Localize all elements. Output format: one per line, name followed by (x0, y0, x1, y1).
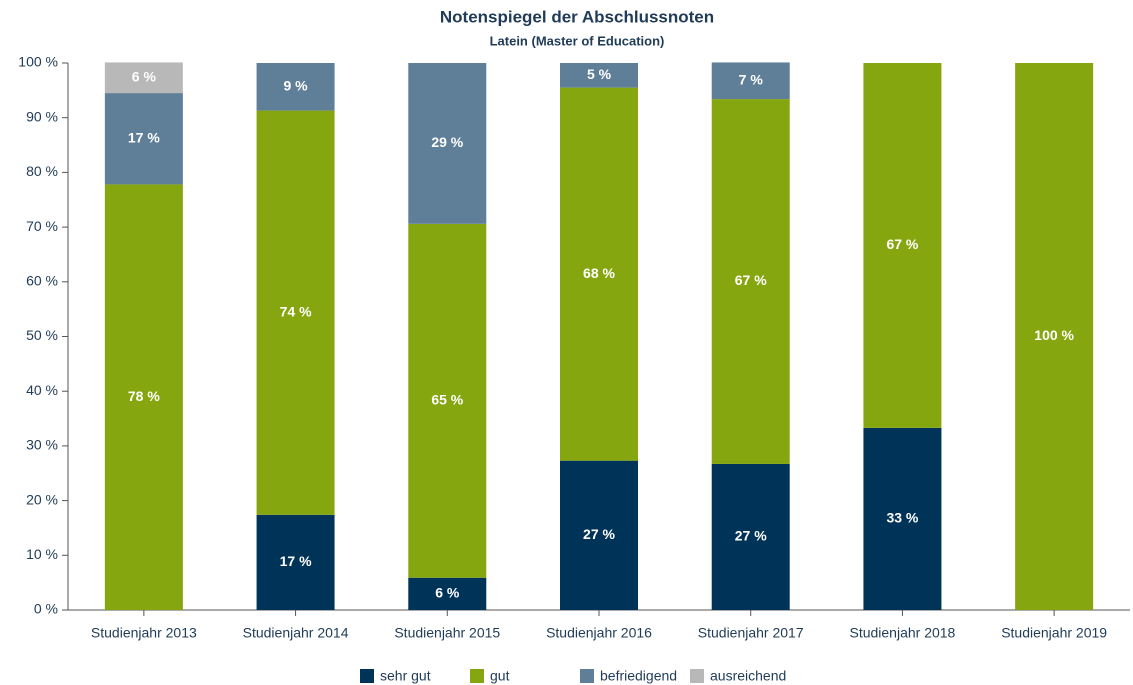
legend-label: ausreichend (710, 668, 786, 684)
data-label: 17 % (280, 553, 312, 569)
bar-segment (711, 99, 790, 464)
chart-title: Notenspiegel der Abschlussnoten (440, 7, 714, 26)
bar-segment (104, 184, 183, 610)
legend-swatch (470, 669, 484, 683)
data-label: 67 % (886, 236, 918, 252)
bar-segment (408, 63, 487, 224)
bar-segment (560, 63, 638, 88)
data-label: 27 % (735, 528, 767, 544)
y-tick-label: 100 % (18, 54, 58, 70)
data-label: 68 % (583, 265, 615, 281)
bar-segment (256, 110, 335, 515)
bar-segment (104, 62, 183, 94)
data-label: 100 % (1034, 327, 1074, 343)
bar-segment (863, 63, 942, 428)
data-label: 74 % (280, 303, 312, 319)
bar-segment (711, 463, 790, 610)
legend-label: sehr gut (380, 668, 431, 684)
data-label: 67 % (735, 272, 767, 288)
y-tick-label: 20 % (26, 491, 58, 507)
data-label: 27 % (583, 526, 615, 542)
legend-swatch (690, 669, 704, 683)
x-tick-label: Studienjahr 2019 (1001, 625, 1107, 641)
bar-segment (104, 93, 183, 185)
legend-label: befriedigend (600, 668, 677, 684)
data-label: 65 % (431, 391, 463, 407)
x-tick-label: Studienjahr 2014 (243, 625, 349, 641)
bar-segment (256, 63, 335, 111)
x-tick-label: Studienjahr 2013 (91, 625, 197, 641)
y-tick-label: 40 % (26, 382, 58, 398)
bar-segment (560, 87, 638, 461)
bar-segment (408, 577, 487, 610)
y-tick-label: 80 % (26, 163, 58, 179)
bar-segment (560, 460, 638, 610)
data-label: 33 % (886, 510, 918, 526)
data-label: 6 % (435, 585, 460, 601)
y-tick-label: 30 % (26, 437, 58, 453)
bar-segment (863, 427, 942, 610)
x-tick-label: Studienjahr 2015 (394, 625, 500, 641)
chart-subtitle: Latein (Master of Education) (490, 33, 665, 48)
bar-segment (1015, 63, 1094, 610)
data-label: 78 % (128, 388, 160, 404)
y-tick-label: 60 % (26, 273, 58, 289)
bar-segment (711, 62, 790, 100)
legend-swatch (580, 669, 594, 683)
bar-segment (408, 223, 487, 578)
data-label: 17 % (128, 129, 160, 145)
x-tick-label: Studienjahr 2016 (546, 625, 652, 641)
x-tick-label: Studienjahr 2018 (849, 625, 955, 641)
legend-swatch (360, 669, 374, 683)
y-tick-label: 0 % (34, 601, 58, 617)
data-label: 29 % (431, 134, 463, 150)
y-tick-label: 10 % (26, 546, 58, 562)
y-tick-label: 70 % (26, 218, 58, 234)
legend-label: gut (490, 668, 510, 684)
data-label: 7 % (739, 71, 764, 87)
y-tick-label: 90 % (26, 108, 58, 124)
x-tick-label: Studienjahr 2017 (698, 625, 804, 641)
bar-segment (256, 514, 335, 610)
data-label: 5 % (587, 66, 612, 82)
data-label: 9 % (284, 77, 309, 93)
data-label: 6 % (132, 68, 157, 84)
y-tick-label: 50 % (26, 327, 58, 343)
